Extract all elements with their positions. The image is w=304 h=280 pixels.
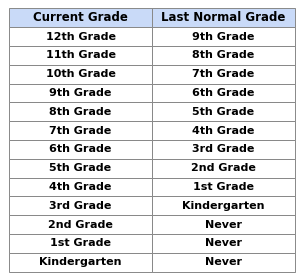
Bar <box>9 159 152 178</box>
Bar <box>9 215 152 234</box>
Bar <box>152 159 295 178</box>
Text: 8th Grade: 8th Grade <box>192 50 254 60</box>
Text: 2nd Grade: 2nd Grade <box>191 163 256 173</box>
Bar <box>152 140 295 159</box>
Bar <box>9 65 152 84</box>
Bar <box>152 121 295 140</box>
Text: Never: Never <box>205 238 242 248</box>
Bar <box>152 215 295 234</box>
Bar <box>9 121 152 140</box>
Bar <box>9 196 152 215</box>
Text: Never: Never <box>205 220 242 230</box>
Text: 9th Grade: 9th Grade <box>192 32 255 42</box>
Text: 5th Grade: 5th Grade <box>50 163 112 173</box>
Text: Kindergarten: Kindergarten <box>39 257 122 267</box>
Text: 6th Grade: 6th Grade <box>192 88 255 98</box>
Text: 4th Grade: 4th Grade <box>192 126 255 136</box>
Text: 4th Grade: 4th Grade <box>49 182 112 192</box>
Text: 6th Grade: 6th Grade <box>49 144 112 154</box>
Text: Last Normal Grade: Last Normal Grade <box>161 11 286 24</box>
Bar <box>9 234 152 253</box>
Bar <box>152 46 295 65</box>
Text: 8th Grade: 8th Grade <box>50 107 112 117</box>
Bar <box>152 196 295 215</box>
Text: 7th Grade: 7th Grade <box>192 69 254 79</box>
Text: Never: Never <box>205 257 242 267</box>
Text: 9th Grade: 9th Grade <box>49 88 112 98</box>
Text: 5th Grade: 5th Grade <box>192 107 254 117</box>
Text: Current Grade: Current Grade <box>33 11 128 24</box>
Bar <box>9 178 152 196</box>
Bar <box>152 253 295 272</box>
Text: 12th Grade: 12th Grade <box>46 32 116 42</box>
Bar <box>9 27 152 46</box>
Text: 3rd Grade: 3rd Grade <box>49 201 112 211</box>
Bar <box>152 102 295 121</box>
Text: 2nd Grade: 2nd Grade <box>48 220 113 230</box>
Bar <box>152 8 295 27</box>
Text: 1st Grade: 1st Grade <box>193 182 254 192</box>
Bar <box>152 27 295 46</box>
Bar <box>9 253 152 272</box>
Bar <box>152 178 295 196</box>
Bar <box>9 140 152 159</box>
Bar <box>9 84 152 102</box>
Text: 3rd Grade: 3rd Grade <box>192 144 255 154</box>
Bar <box>9 46 152 65</box>
Text: 11th Grade: 11th Grade <box>46 50 116 60</box>
Bar <box>152 84 295 102</box>
Text: Kindergarten: Kindergarten <box>182 201 265 211</box>
Text: 1st Grade: 1st Grade <box>50 238 111 248</box>
Bar <box>9 8 152 27</box>
Bar <box>152 234 295 253</box>
Text: 10th Grade: 10th Grade <box>46 69 116 79</box>
Bar <box>9 102 152 121</box>
Bar <box>152 65 295 84</box>
Text: 7th Grade: 7th Grade <box>50 126 112 136</box>
